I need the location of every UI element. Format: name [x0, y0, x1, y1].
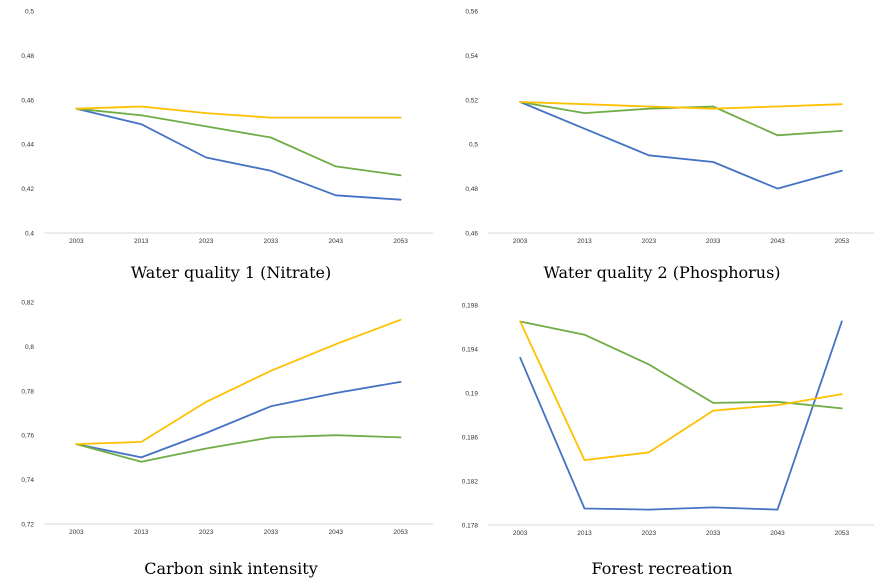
chart-panel-carbon: 0,72 0,74 0,76 0,78 0,8 0,82 2003 2013 2023 2033 2… — [0, 291, 441, 582]
x-tick-label: 2003 — [69, 529, 84, 536]
y-tick-label: 0,5 — [25, 9, 34, 16]
y-tick-label: 0,82 — [21, 300, 34, 307]
y-tick-label: 0,186 — [462, 435, 479, 442]
x-tick-label: 2043 — [770, 530, 785, 537]
x-tick-label: 2023 — [199, 529, 214, 536]
x-tick-label: 2023 — [642, 238, 657, 245]
x-tick-label: 2013 — [577, 530, 592, 537]
series-line-1 — [75, 107, 402, 201]
series-line-3 — [75, 105, 402, 119]
x-tick-label: 2053 — [393, 529, 408, 536]
y-tick-label: 0,54 — [465, 53, 478, 60]
series-line-2 — [519, 320, 843, 410]
chart-panel-nitrate: 0,4 0,42 0,44 0,46 0,48 0,5 2003 2013 2023 2033 20… — [0, 0, 441, 291]
y-tick-label: 0,194 — [462, 347, 479, 354]
x-tick-label: 2033 — [706, 238, 721, 245]
series-line-1 — [519, 101, 843, 190]
x-tick-label: 2023 — [642, 530, 657, 537]
x-tick-label: 2013 — [577, 238, 592, 245]
y-tick-label: 0,198 — [462, 303, 479, 310]
y-tick-label: 0,48 — [21, 53, 34, 60]
y-tick-label: 0,72 — [21, 522, 34, 529]
x-tick-label: 2053 — [835, 530, 850, 537]
y-tick-label: 0,4 — [25, 231, 34, 238]
series-line-3 — [75, 318, 402, 446]
chart-carbon: 0,72 0,74 0,76 0,78 0,8 0,82 2003 2013 2023 2033 2… — [21, 300, 433, 536]
y-tick-label: 0,5 — [469, 142, 478, 149]
y-tick-label: 0,46 — [21, 97, 34, 104]
chart-panel-recreation: 0,178 0,182 0,186 0,19 0,194 0,198 2003 2013 202… — [441, 291, 883, 582]
y-tick-label: 0,48 — [465, 186, 478, 193]
x-tick-label: 2043 — [770, 238, 785, 245]
chart-caption: Forest recreation — [591, 559, 733, 578]
series-line-2 — [75, 434, 402, 463]
chart-caption: Water quality 2 (Phosphorus) — [543, 263, 781, 282]
y-tick-label: 0,44 — [21, 142, 34, 149]
series-line-3 — [519, 320, 843, 462]
y-tick-label: 0,74 — [21, 477, 34, 484]
chart-panel-phosphorus: 0,46 0,48 0,5 0,52 0,54 0,56 2003 2013 2023 2033 2… — [441, 0, 883, 291]
x-tick-label: 2023 — [199, 238, 214, 245]
chart-phosphorus: 0,46 0,48 0,5 0,52 0,54 0,56 2003 2013 2023 2033 2… — [465, 9, 874, 245]
y-tick-label: 0,78 — [21, 388, 34, 395]
x-tick-label: 2053 — [393, 238, 408, 245]
series-line-3 — [519, 101, 843, 110]
x-tick-label: 2053 — [835, 238, 850, 245]
y-tick-label: 0,19 — [465, 391, 478, 398]
x-tick-label: 2043 — [329, 238, 344, 245]
series-line-1 — [519, 320, 843, 511]
y-tick-label: 0,42 — [21, 186, 34, 193]
y-tick-label: 0,56 — [465, 9, 478, 16]
x-tick-label: 2043 — [329, 529, 344, 536]
x-tick-label: 2013 — [134, 529, 149, 536]
x-tick-label: 2013 — [134, 238, 149, 245]
y-tick-label: 0,52 — [465, 97, 478, 104]
series-line-2 — [75, 107, 402, 177]
chart-caption: Carbon sink intensity — [144, 559, 318, 578]
x-tick-label: 2033 — [264, 238, 279, 245]
chart-nitrate: 0,4 0,42 0,44 0,46 0,48 0,5 2003 2013 2023 2033 20… — [21, 9, 433, 245]
x-tick-label: 2003 — [513, 530, 528, 537]
chart-caption: Water quality 1 (Nitrate) — [130, 263, 332, 282]
y-tick-label: 0,178 — [462, 523, 479, 530]
y-tick-label: 0,182 — [462, 479, 479, 486]
chart-recreation: 0,178 0,182 0,186 0,19 0,194 0,198 2003 2013 202… — [462, 303, 874, 537]
y-tick-label: 0,8 — [25, 344, 34, 351]
y-tick-label: 0,76 — [21, 433, 34, 440]
x-tick-label: 2033 — [706, 530, 721, 537]
series-line-1 — [75, 381, 402, 459]
x-tick-label: 2003 — [513, 238, 528, 245]
y-tick-label: 0,46 — [465, 231, 478, 238]
x-tick-label: 2033 — [264, 529, 279, 536]
x-tick-label: 2003 — [69, 238, 84, 245]
